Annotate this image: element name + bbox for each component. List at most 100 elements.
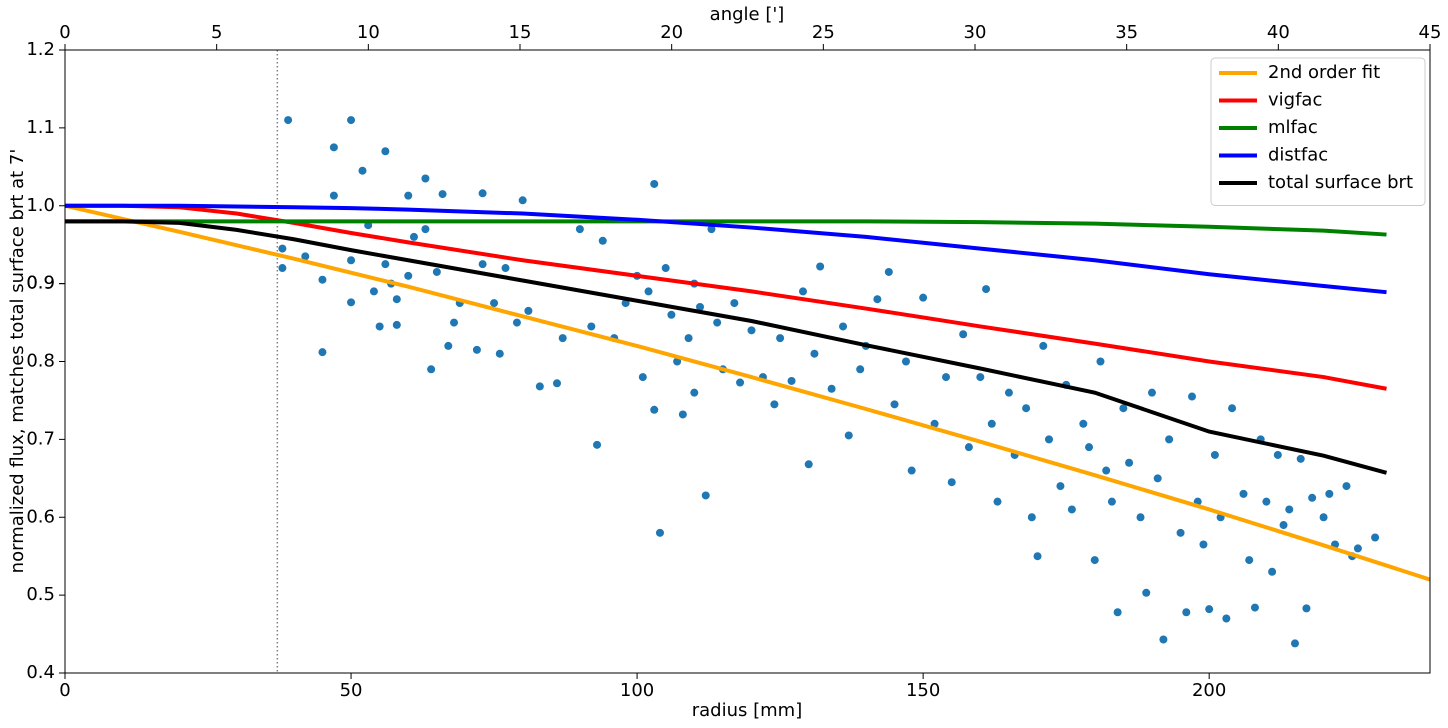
scatter-point <box>655 528 664 537</box>
scatter-point <box>987 419 996 428</box>
scatter-point <box>1085 443 1094 452</box>
x-tick-label: 0 <box>59 680 70 701</box>
x2-tick-label: 10 <box>357 22 380 43</box>
scatter-point <box>1239 489 1248 498</box>
scatter-point <box>1188 392 1197 401</box>
scatter-point <box>1067 505 1076 514</box>
x2-tick-label: 45 <box>1419 22 1442 43</box>
plot-frame <box>64 49 1431 674</box>
scatter-point <box>787 376 796 385</box>
scatter-point <box>816 262 825 271</box>
scatter-point <box>1027 513 1036 522</box>
scatter-point <box>1102 466 1111 475</box>
scatter-point <box>839 322 848 331</box>
scatter-point <box>673 357 682 366</box>
scatter-point <box>1033 552 1042 561</box>
scatter-point <box>1296 454 1305 463</box>
scatter-point <box>942 373 951 382</box>
scatter-point <box>444 341 453 350</box>
scatter-point <box>347 116 356 125</box>
y-tick-label: 1.2 <box>26 39 55 60</box>
scatter-point <box>375 322 384 331</box>
scatter-point <box>1136 513 1145 522</box>
scatter-point <box>930 419 939 428</box>
scatter-point <box>1056 482 1065 491</box>
scatter-point <box>598 236 607 245</box>
scatter-point <box>919 293 928 302</box>
scatter-point <box>650 179 659 188</box>
scatter-point <box>1153 474 1162 483</box>
scatter-point <box>392 320 401 329</box>
scatter-point <box>1250 603 1259 612</box>
scatter-point <box>587 322 596 331</box>
scatter-point <box>381 147 390 156</box>
scatter-point <box>1319 513 1328 522</box>
x2-tick-label: 20 <box>660 22 683 43</box>
scatter-point <box>947 478 956 487</box>
scatter-point <box>901 357 910 366</box>
scatter-point <box>1113 608 1122 617</box>
scatter-point <box>776 334 785 343</box>
scatter-point <box>1039 341 1048 350</box>
scatter-point <box>421 225 430 234</box>
scatter-point <box>421 174 430 183</box>
line-series <box>65 203 1387 295</box>
x-tick-label: 200 <box>1192 680 1226 701</box>
scatter-point <box>1096 357 1105 366</box>
x2-tick-label: 25 <box>812 22 835 43</box>
scatter-point <box>1004 388 1013 397</box>
y-axis-label: normalized flux, matches total surface b… <box>7 149 28 574</box>
line-series <box>65 203 1430 582</box>
scatter-point <box>650 405 659 414</box>
scatter-point <box>1205 605 1214 614</box>
scatter-point <box>690 388 699 397</box>
line-series <box>65 203 1387 391</box>
x2-tick-label: 5 <box>211 22 222 43</box>
scatter-point <box>982 285 991 294</box>
scatter-point <box>1044 435 1053 444</box>
scatter-point <box>1119 404 1128 413</box>
scatter-point <box>667 310 676 319</box>
y-tick-label: 0.6 <box>26 506 55 527</box>
scatter-point <box>747 326 756 335</box>
scatter-point <box>1125 458 1134 467</box>
scatter-point <box>558 334 567 343</box>
legend-label: mlfac <box>1268 117 1318 138</box>
scatter-point <box>438 190 447 199</box>
scatter-point <box>1371 533 1380 542</box>
scatter-point <box>552 379 561 388</box>
line-series <box>65 219 1387 237</box>
scatter-point <box>1268 567 1277 576</box>
x-tick-label: 50 <box>340 680 363 701</box>
scatter-point <box>284 116 293 125</box>
scatter-point <box>1222 614 1231 623</box>
x-tick-label: 100 <box>620 680 654 701</box>
scatter-point <box>678 410 687 419</box>
x2-tick-label: 30 <box>964 22 987 43</box>
scatter-point <box>432 267 441 276</box>
scatter-point <box>856 365 865 374</box>
scatter-point <box>369 287 378 296</box>
x2-tick-label: 15 <box>509 22 532 43</box>
scatter-point <box>798 287 807 296</box>
scatter-point <box>593 440 602 449</box>
scatter-point <box>1176 528 1185 537</box>
scatter-point <box>730 299 739 308</box>
scatter-point <box>318 348 327 357</box>
y-tick-label: 0.8 <box>26 351 55 372</box>
scatter-point <box>409 232 418 241</box>
scatter-point <box>1228 404 1237 413</box>
scatter-point <box>684 334 693 343</box>
scatter-point <box>884 267 893 276</box>
scatter-point <box>329 143 338 152</box>
scatter-point <box>907 466 916 475</box>
scatter-point <box>301 252 310 261</box>
legend-label: vigfac <box>1268 90 1322 111</box>
scatter-point <box>1182 608 1191 617</box>
y-tick-label: 0.7 <box>26 428 55 449</box>
x-axis-label: radius [mm] <box>692 700 802 721</box>
scatter-point <box>804 460 813 469</box>
scatter-point <box>381 260 390 269</box>
y-tick-label: 0.9 <box>26 273 55 294</box>
